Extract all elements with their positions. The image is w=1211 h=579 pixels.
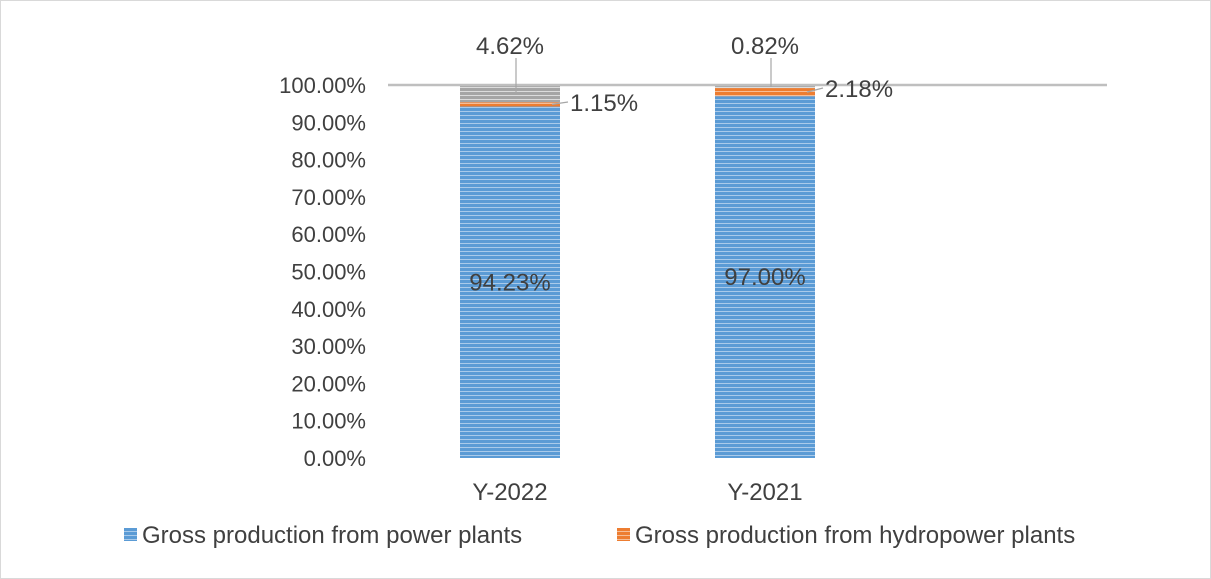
x-category-label: Y-2022 [472,479,547,506]
y-tick-label: 20.00% [291,371,366,396]
legend-label-hydro: Gross production from hydropower plants [635,522,1075,549]
y-tick-label: 10.00% [291,409,366,434]
y-tick-label: 70.00% [291,185,366,210]
x-axis: Y-2022 Y-2021 [472,479,802,506]
legend-swatch-hydro [617,528,630,541]
plot-area [388,83,1107,459]
bar-segment-power [715,96,815,458]
y-tick-label: 50.00% [291,260,366,285]
bar-segment-hydro [460,102,560,107]
y-tick-label: 40.00% [291,297,366,322]
legend-swatch-power [124,528,137,541]
y-axis: 0.00% 10.00% 20.00% 30.00% 40.00% 50.00% 60.00… [279,73,366,471]
data-label-power: 94.23% [469,269,550,296]
x-category-label: Y-2021 [727,479,802,506]
y-tick-label: 80.00% [291,148,366,173]
data-label-other: 4.62% [476,33,544,60]
leader-line-hydro [806,87,824,93]
leader-line-hydro [551,101,569,105]
data-labels: 94.23% 1.15% 4.62% 97.00% 2.18% 0.82% [469,33,893,296]
y-tick-label: 0.00% [304,446,366,471]
y-tick-label: 30.00% [291,334,366,359]
legend-label-power: Gross production from power plants [142,522,522,549]
legend: Gross production from power plants Gross … [124,522,1075,549]
y-tick-label: 90.00% [291,110,366,135]
bar-segment-other [715,85,815,89]
y-tick-label: 100.00% [279,73,366,98]
bar-segment-hydro [715,88,815,97]
bar-segment-power [460,106,560,459]
bar-segment-other [460,85,560,103]
data-label-hydro: 1.15% [570,90,638,117]
y-tick-label: 60.00% [291,222,366,247]
data-label-power: 97.00% [724,264,805,291]
data-label-hydro: 2.18% [825,76,893,103]
data-label-other: 0.82% [731,33,799,60]
